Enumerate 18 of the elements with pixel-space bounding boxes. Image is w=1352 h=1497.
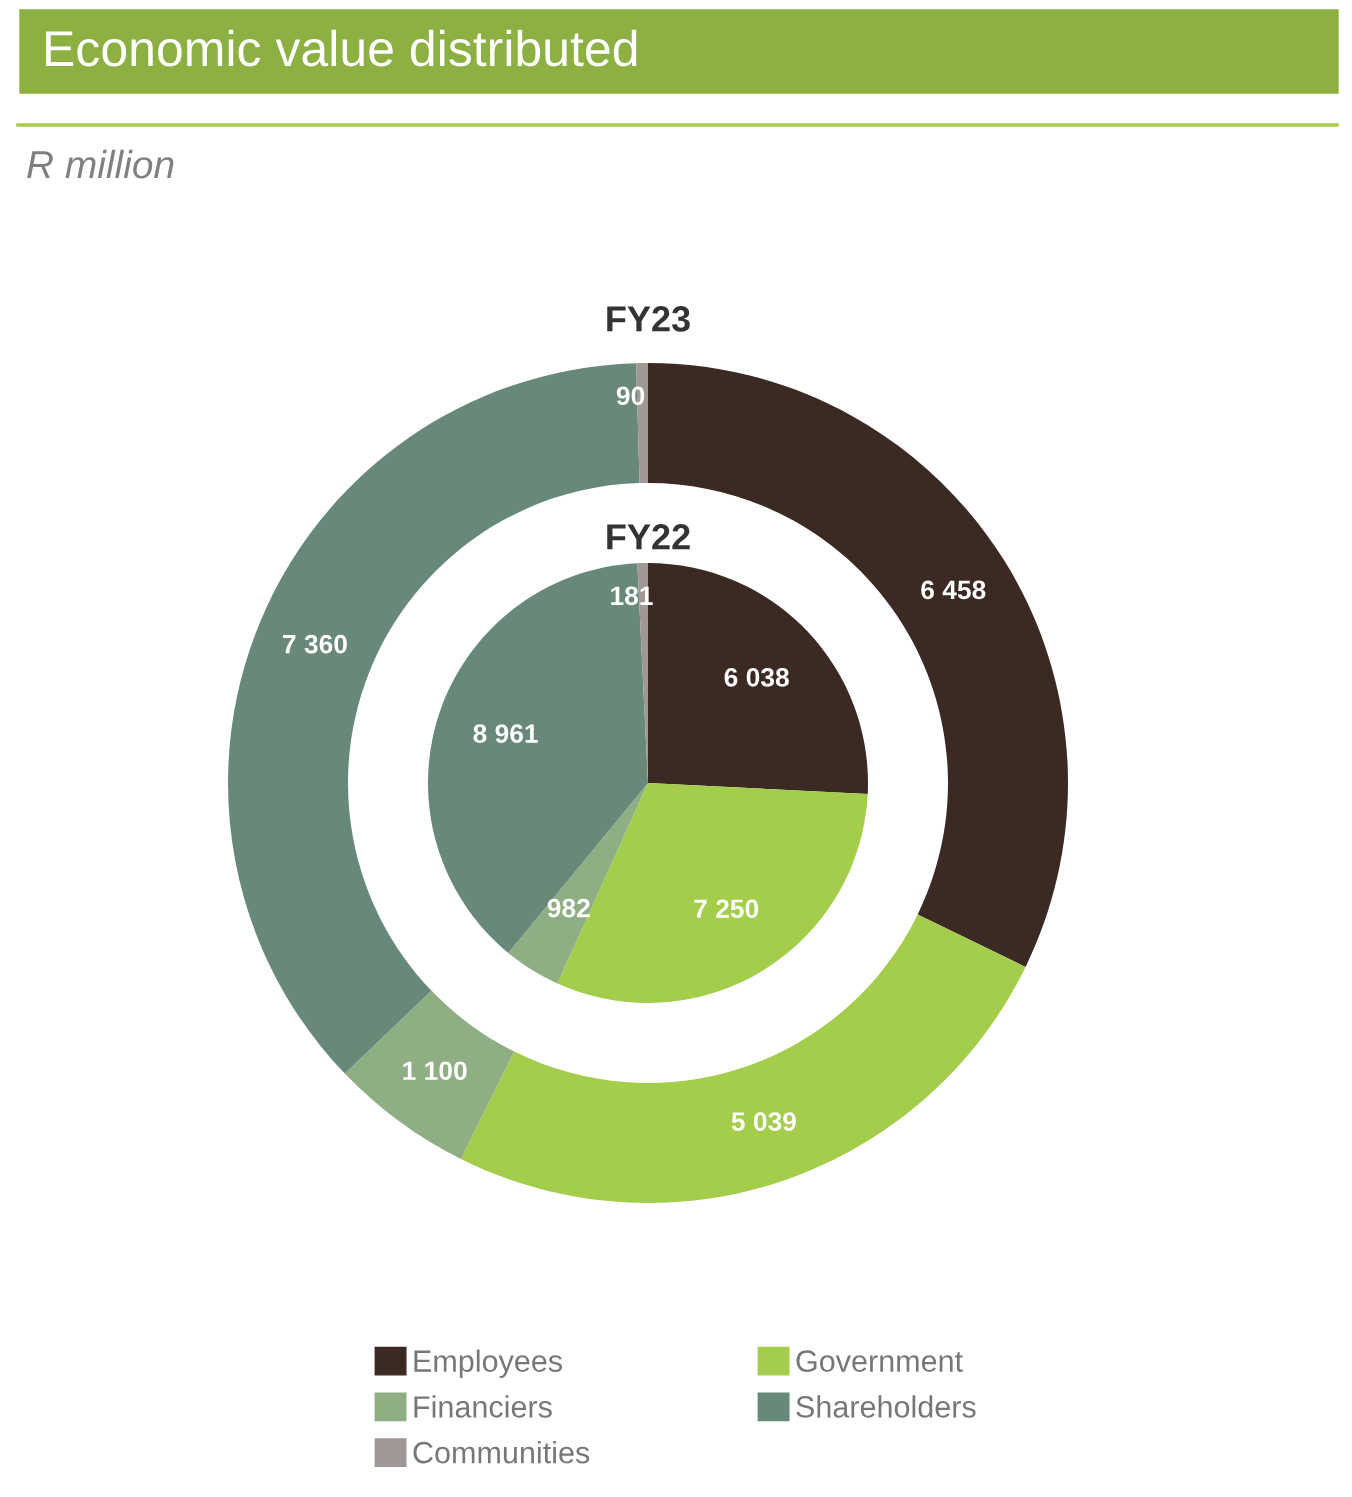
- chart-subtitle: R million: [27, 149, 174, 179]
- data-label: 1 100: [403, 1061, 467, 1081]
- data-label: 5 039: [731, 1112, 796, 1131]
- legend-label: Government: [796, 1350, 963, 1372]
- data-label: 6 458: [921, 580, 986, 600]
- chart-title: Economic value distributed: [46, 29, 637, 67]
- legend-label: Employees: [414, 1349, 563, 1378]
- data-label: 982: [547, 898, 590, 918]
- legend-label: Shareholders: [796, 1395, 976, 1418]
- data-label: 8 961: [473, 724, 538, 743]
- legend-label: Communities: [413, 1441, 590, 1464]
- data-label: 90: [616, 386, 645, 406]
- data-label: 7 360: [283, 634, 347, 654]
- legend-label: Financiers: [414, 1395, 552, 1418]
- data-label: 7 250: [694, 899, 759, 919]
- data-label: 6 038: [724, 668, 789, 687]
- slice-label: FY22: [607, 524, 690, 550]
- slice-label: FY23: [607, 306, 690, 332]
